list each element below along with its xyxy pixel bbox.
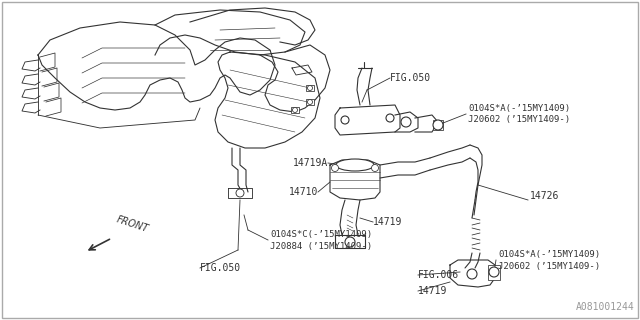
Circle shape	[489, 267, 499, 277]
Polygon shape	[488, 265, 500, 280]
Text: FIG.050: FIG.050	[200, 263, 241, 273]
Text: A081001244: A081001244	[576, 302, 635, 312]
Text: 14719A: 14719A	[292, 158, 328, 168]
Text: J20602 (’15MY1409-): J20602 (’15MY1409-)	[468, 115, 570, 124]
Text: 14710: 14710	[289, 187, 318, 197]
Text: 14719: 14719	[373, 217, 403, 227]
Circle shape	[236, 189, 244, 197]
Text: 0104S*A(-’15MY1409): 0104S*A(-’15MY1409)	[498, 251, 600, 260]
Circle shape	[345, 237, 355, 247]
Text: FIG.050: FIG.050	[390, 73, 431, 83]
Circle shape	[386, 114, 394, 122]
Text: J20884 (’15MY1409-): J20884 (’15MY1409-)	[270, 242, 372, 251]
Text: J20602 (’15MY1409-): J20602 (’15MY1409-)	[498, 261, 600, 270]
Circle shape	[371, 164, 378, 172]
Text: 14719: 14719	[418, 286, 447, 296]
Circle shape	[307, 100, 312, 105]
Text: FRONT: FRONT	[115, 214, 150, 234]
Polygon shape	[433, 120, 443, 130]
Circle shape	[467, 269, 477, 279]
Text: 0104S*C(-’15MY1409): 0104S*C(-’15MY1409)	[270, 230, 372, 239]
Ellipse shape	[336, 159, 374, 171]
Text: 14726: 14726	[530, 191, 559, 201]
Text: 0104S*A(-’15MY1409): 0104S*A(-’15MY1409)	[468, 103, 570, 113]
Circle shape	[332, 164, 339, 172]
Polygon shape	[306, 99, 314, 105]
Circle shape	[401, 117, 411, 127]
Circle shape	[292, 108, 298, 113]
Polygon shape	[306, 85, 314, 91]
Circle shape	[433, 120, 443, 130]
Polygon shape	[291, 107, 299, 113]
Circle shape	[307, 85, 312, 91]
Circle shape	[341, 116, 349, 124]
Text: FIG.006: FIG.006	[418, 270, 459, 280]
